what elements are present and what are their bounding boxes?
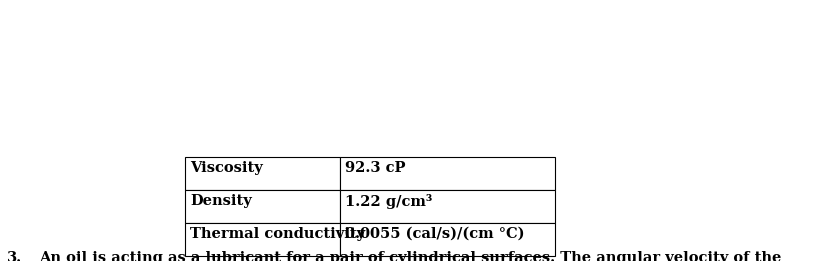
Text: Viscosity: Viscosity <box>190 161 263 175</box>
Text: 1.22 g/cm³: 1.22 g/cm³ <box>345 194 432 209</box>
Bar <box>185 157 340 190</box>
Text: An oil is acting as a lubricant for a pair of cylindrical surfaces. The angular : An oil is acting as a lubricant for a pa… <box>39 251 782 261</box>
Bar <box>185 190 340 223</box>
Text: 92.3 cP: 92.3 cP <box>345 161 405 175</box>
Text: Density: Density <box>190 194 252 208</box>
Text: 3.: 3. <box>7 251 21 261</box>
Bar <box>185 223 340 256</box>
Text: Thermal conductivity: Thermal conductivity <box>190 227 365 241</box>
Bar <box>340 190 555 223</box>
Bar <box>340 157 555 190</box>
Bar <box>340 223 555 256</box>
Text: 0.0055 (cal/s)/(cm °C): 0.0055 (cal/s)/(cm °C) <box>345 227 524 241</box>
